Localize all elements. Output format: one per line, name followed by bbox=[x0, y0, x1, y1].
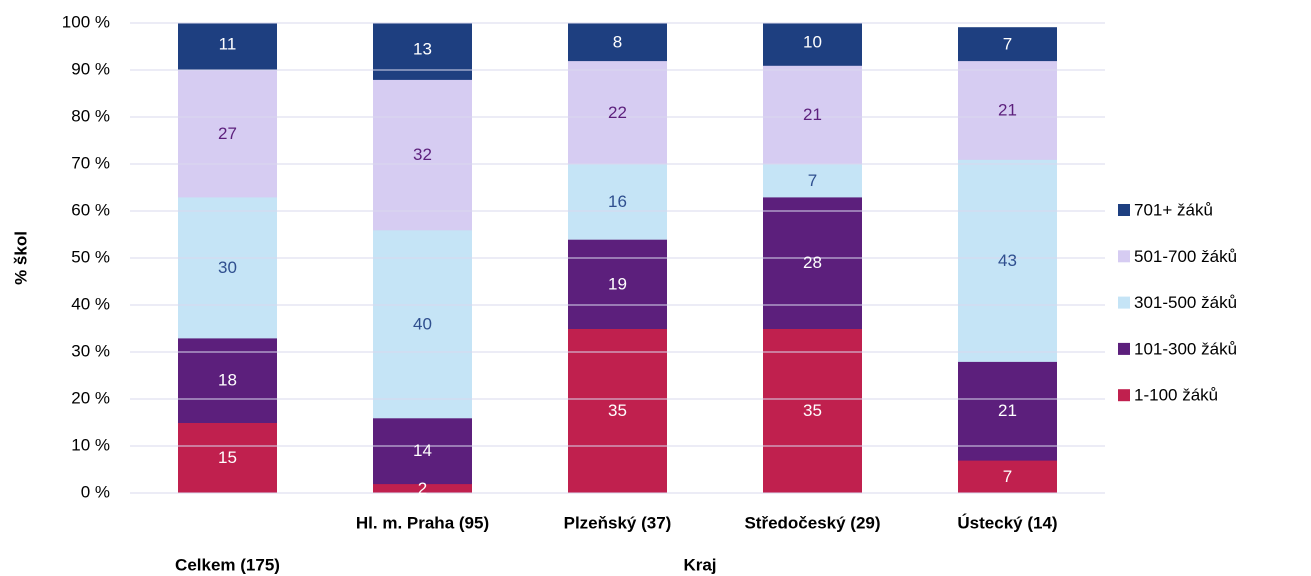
legend-label: 701+ žáků bbox=[1134, 200, 1213, 219]
bar-segment bbox=[178, 69, 277, 198]
data-label: 32 bbox=[413, 145, 432, 164]
data-label: 28 bbox=[803, 253, 822, 272]
y-tick-label: 50 % bbox=[71, 247, 110, 266]
legend-swatch bbox=[1118, 389, 1130, 402]
data-label: 7 bbox=[808, 171, 817, 190]
legend-label: 501-700 žáků bbox=[1134, 247, 1237, 266]
legend-label: 1-100 žáků bbox=[1134, 386, 1218, 405]
data-label: 16 bbox=[608, 192, 627, 211]
bar-segment bbox=[568, 60, 667, 165]
data-label: 19 bbox=[608, 274, 627, 293]
y-tick-label: 10 % bbox=[71, 435, 110, 454]
data-label: 13 bbox=[413, 39, 432, 58]
bar-segment bbox=[568, 328, 667, 494]
bar-segment bbox=[568, 238, 667, 329]
data-label: 21 bbox=[998, 401, 1017, 420]
bar-segment bbox=[763, 196, 862, 329]
x-axis-label: Kraj bbox=[683, 555, 716, 574]
y-tick-label: 30 % bbox=[71, 341, 110, 360]
data-label: 11 bbox=[219, 35, 237, 54]
data-label: 27 bbox=[218, 124, 237, 143]
x-tick-label: Hl. m. Praha (95) bbox=[356, 513, 489, 532]
y-tick-label: 0 % bbox=[81, 482, 110, 501]
x-tick-label: Ústecký (14) bbox=[957, 513, 1057, 532]
bar-segment bbox=[763, 163, 862, 198]
data-label: 10 bbox=[803, 32, 822, 51]
bar-segment bbox=[763, 64, 862, 165]
data-label: 8 bbox=[613, 32, 622, 51]
legend-swatch bbox=[1118, 250, 1130, 263]
plot-area bbox=[178, 23, 1057, 494]
legend-label: 301-500 žáků bbox=[1134, 293, 1237, 312]
y-tick-label: 70 % bbox=[71, 153, 110, 172]
legend-swatch bbox=[1118, 296, 1130, 309]
x-tick-label: Celkem (175) bbox=[175, 555, 280, 574]
y-tick-label: 90 % bbox=[71, 59, 110, 78]
bar-segment bbox=[568, 163, 667, 240]
data-label: 7 bbox=[1003, 467, 1012, 486]
y-axis-label: % škol bbox=[11, 231, 30, 285]
x-tick-label: Středočeský (29) bbox=[744, 513, 880, 532]
bar-segment bbox=[373, 417, 472, 485]
bar-segment bbox=[958, 27, 1057, 62]
data-label: 35 bbox=[803, 401, 822, 420]
legend-label: 101-300 žáků bbox=[1134, 339, 1237, 358]
bar-segment bbox=[958, 360, 1057, 461]
bar-segment bbox=[958, 60, 1057, 160]
data-label: 14 bbox=[413, 441, 432, 460]
bar-segment bbox=[763, 328, 862, 494]
data-label: 35 bbox=[608, 401, 627, 420]
data-label: 40 bbox=[413, 314, 432, 333]
y-tick-label: 20 % bbox=[71, 388, 110, 407]
y-tick-label: 80 % bbox=[71, 106, 110, 125]
bar-segment bbox=[763, 23, 862, 66]
legend-swatch bbox=[1118, 204, 1130, 216]
data-label: 21 bbox=[998, 100, 1017, 119]
bar-segment bbox=[373, 78, 472, 231]
x-tick-label: Plzeňský (37) bbox=[564, 513, 672, 532]
y-tick-label: 100 % bbox=[62, 12, 110, 31]
data-label: 2 bbox=[418, 479, 427, 498]
data-label: 21 bbox=[803, 105, 822, 124]
data-label: 22 bbox=[608, 103, 627, 122]
bar-segment bbox=[178, 422, 277, 494]
data-label: 43 bbox=[998, 251, 1017, 270]
bar-segment bbox=[178, 23, 277, 71]
bar-segment bbox=[568, 23, 667, 62]
data-label: 7 bbox=[1003, 35, 1012, 54]
data-label: 15 bbox=[218, 448, 237, 467]
data-label: 30 bbox=[218, 258, 237, 277]
legend-swatch bbox=[1118, 342, 1130, 355]
y-tick-label: 40 % bbox=[71, 294, 110, 313]
y-tick-label: 60 % bbox=[71, 200, 110, 219]
data-label: 18 bbox=[218, 371, 237, 390]
bar-segment bbox=[373, 229, 472, 419]
bar-segment bbox=[958, 459, 1057, 494]
bar-segment bbox=[958, 158, 1057, 362]
